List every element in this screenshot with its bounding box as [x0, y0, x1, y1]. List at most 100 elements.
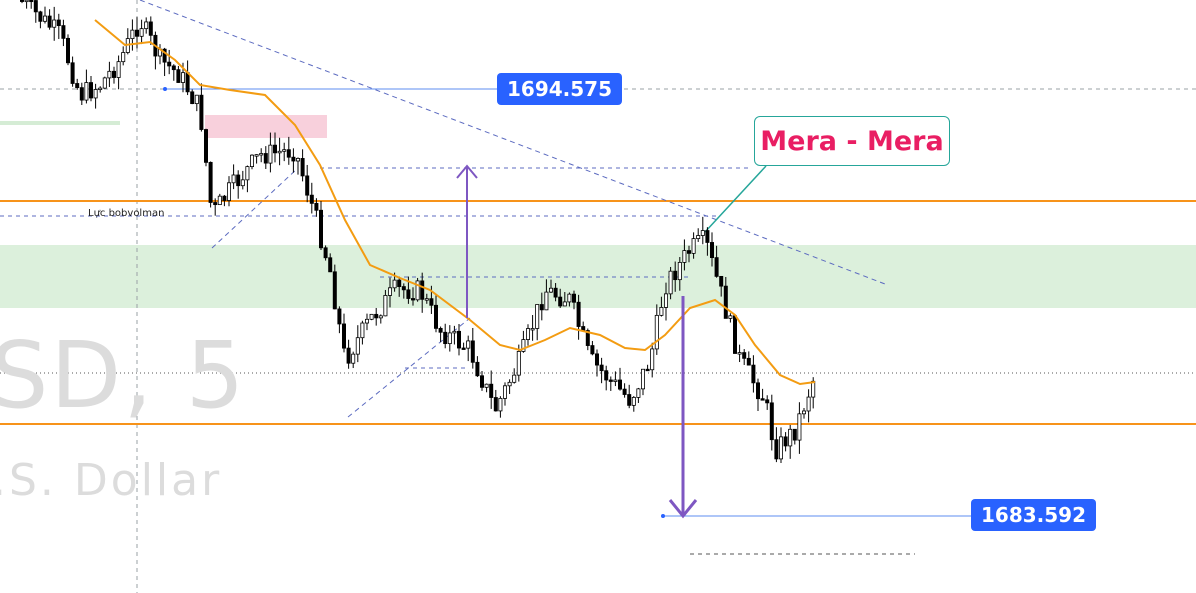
candle-body-67 [328, 257, 333, 273]
candle-body-9 [61, 25, 66, 39]
candle-body-112 [535, 304, 540, 329]
candle-body-48 [240, 179, 245, 187]
candle-body-94 [452, 330, 457, 334]
candle-body-170 [802, 410, 807, 415]
candle-body-40 [203, 129, 208, 163]
candle-body-78 [378, 315, 383, 319]
candle-body-43 [217, 195, 222, 206]
candle-body-84 [406, 289, 411, 299]
candle-body-11 [70, 62, 75, 84]
candle-body-105 [502, 385, 507, 399]
candle-body-79 [383, 295, 388, 317]
candle-body-168 [792, 428, 797, 441]
candle-body-126 [599, 364, 604, 372]
candle-body-44 [222, 195, 227, 201]
candle-body-156 [737, 352, 742, 355]
candle-body-3 [33, 0, 38, 13]
annotation-callout[interactable]: Mera - Mera [754, 116, 950, 166]
candle-body-161 [760, 398, 765, 401]
candle-body-70 [341, 323, 346, 349]
candle-body-153 [723, 285, 728, 319]
candle-body-53 [263, 153, 268, 164]
candle-body-98 [470, 340, 475, 363]
candle-body-50 [249, 154, 254, 168]
candle-body-89 [429, 298, 434, 306]
candle-body-51 [254, 154, 259, 157]
candle-body-115 [549, 287, 554, 293]
supply-zone [205, 115, 327, 138]
price-label-bottom[interactable]: 1683.592 [971, 499, 1097, 531]
candle-body-71 [346, 347, 351, 364]
candle-body-104 [498, 397, 503, 412]
candle-body-116 [553, 287, 558, 298]
candle-body-163 [769, 402, 774, 441]
candle-body-99 [475, 361, 480, 377]
candle-body-167 [788, 428, 793, 447]
candle-body-125 [595, 353, 600, 366]
candle-body-164 [774, 439, 779, 460]
candle-body-160 [756, 382, 761, 400]
candle-body-21 [116, 61, 121, 78]
candle-body-120 [572, 293, 577, 303]
callout-pointer [704, 165, 767, 233]
candle-body-31 [162, 48, 167, 63]
candle-body-56 [277, 150, 282, 154]
candle-body-68 [332, 271, 337, 310]
candle-body-132 [627, 394, 632, 406]
candle-body-88 [424, 298, 429, 301]
small-zone [0, 121, 120, 125]
candle-body-73 [355, 337, 360, 355]
candle-body-121 [576, 301, 581, 327]
down-arrow-head [668, 499, 698, 519]
candle-body-109 [521, 339, 526, 352]
candle-body-85 [410, 298, 415, 301]
candle-body-66 [323, 247, 328, 259]
candle-body-143 [677, 261, 682, 281]
up-arrow-head [456, 164, 478, 179]
candle-body-60 [295, 158, 300, 162]
candle-body-102 [489, 383, 494, 398]
candle-body-148 [700, 230, 705, 236]
candle-body-24 [130, 29, 135, 40]
candle-body-147 [696, 235, 701, 240]
candle-body-17 [98, 87, 103, 91]
candle-body-46 [231, 174, 236, 184]
moving-average-line [94, 19, 816, 386]
candle-body-10 [66, 37, 71, 64]
candle-body-8 [56, 19, 61, 27]
candle-body-103 [493, 397, 498, 412]
candle-body-6 [47, 15, 52, 28]
candle-body-154 [728, 315, 733, 319]
candle-body-0 [19, 0, 24, 2]
candle-body-159 [751, 364, 756, 384]
candle-body-150 [710, 242, 715, 259]
candle-body-33 [171, 65, 176, 71]
candle-body-37 [190, 91, 195, 105]
candle-body-49 [245, 166, 250, 181]
candle-body-162 [765, 399, 770, 404]
candle-body-136 [645, 368, 650, 372]
candle-body-76 [369, 313, 374, 320]
candle-body-80 [387, 287, 392, 296]
candle-body-20 [112, 70, 117, 78]
candle-body-139 [659, 307, 664, 316]
candle-body-100 [479, 375, 484, 388]
candle-body-16 [93, 89, 98, 99]
down-trendline [139, 0, 886, 285]
candle-body-118 [562, 301, 567, 307]
candle-body-137 [650, 348, 655, 371]
candle-body-135 [641, 368, 646, 390]
candle-body-28 [148, 21, 153, 36]
candle-body-15 [89, 82, 94, 99]
candle-body-95 [456, 330, 461, 349]
candle-body-91 [438, 327, 443, 333]
candle-body-149 [705, 230, 710, 243]
candle-body-111 [530, 328, 535, 331]
candle-body-92 [443, 331, 448, 345]
candle-body-169 [797, 413, 802, 441]
candle-body-110 [526, 328, 531, 340]
price-label-top[interactable]: 1694.575 [497, 73, 623, 105]
candle-body-165 [779, 436, 784, 460]
candle-body-145 [687, 250, 692, 254]
